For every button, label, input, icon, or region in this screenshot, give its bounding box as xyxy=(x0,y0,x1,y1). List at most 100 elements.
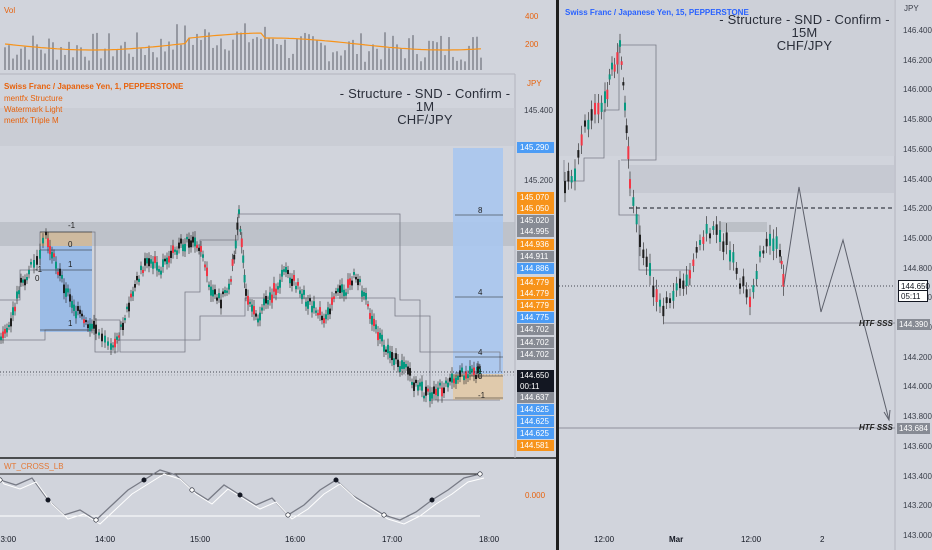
candle-body xyxy=(291,278,293,286)
candle-body xyxy=(114,338,116,348)
oscillator-dot xyxy=(237,492,243,498)
price-tag: 145.290 xyxy=(517,142,554,153)
right-chart-canvas[interactable] xyxy=(559,0,932,550)
panel-divider[interactable] xyxy=(556,0,559,550)
candle-body xyxy=(283,269,285,272)
candle-body xyxy=(234,240,237,249)
volume-bar xyxy=(264,26,266,71)
chart-panel-15m[interactable]: Swiss Franc / Japanese Yen, 15, PEPPERST… xyxy=(559,0,932,550)
candle-body xyxy=(107,341,109,346)
candle-body xyxy=(313,301,315,309)
htf-price-tag: 143.684 xyxy=(897,423,930,434)
volume-bar xyxy=(348,41,350,70)
volume-bar xyxy=(392,35,394,70)
volume-bar xyxy=(24,46,26,70)
watermark-line-1: - Structure - SND - Confirm - xyxy=(719,12,890,27)
oscillator-label[interactable]: WT_CROSS_LB xyxy=(4,462,64,471)
candle-body xyxy=(325,314,327,320)
indicator-triple-m[interactable]: mentfx Triple M xyxy=(4,116,59,125)
volume-bar xyxy=(168,41,170,70)
candle-body xyxy=(42,237,44,244)
indicator-watermark[interactable]: Watermark Light xyxy=(4,105,63,114)
chart-panel-1m[interactable]: -1 0 1 -1 0 1 4 8 4 1 0 -1 Vol 400 200 Swiss Franc … xyxy=(0,0,556,550)
volume-bar xyxy=(316,39,318,70)
candle-body xyxy=(655,289,658,303)
volume-bar xyxy=(360,33,362,70)
candle-body xyxy=(245,288,247,296)
candle-body xyxy=(69,294,71,302)
symbol-title[interactable]: Swiss Franc / Japanese Yen, 1, PEPPERSTO… xyxy=(4,82,184,91)
volume-bar xyxy=(308,34,310,70)
candle-body xyxy=(407,366,409,375)
candle-body xyxy=(399,366,401,372)
volume-axis-label: 200 xyxy=(525,40,539,49)
candle-body xyxy=(138,278,140,282)
symbol-title[interactable]: Swiss Franc / Japanese Yen, 15, PEPPERST… xyxy=(565,8,749,17)
htf-price-tag: 144.390 xyxy=(897,319,930,330)
price-tag: 144.637 xyxy=(517,392,554,403)
supply-zone xyxy=(559,0,895,156)
candle-body xyxy=(47,238,49,248)
candle-body xyxy=(208,284,210,288)
candle-body xyxy=(134,284,136,288)
candle-body xyxy=(361,290,363,297)
candle-body xyxy=(709,233,711,239)
price-tag: 144.995 xyxy=(517,226,554,237)
volume-bar xyxy=(76,45,78,70)
volume-bar xyxy=(272,38,274,70)
watermark-line-2: 1M xyxy=(415,99,435,114)
oscillator-dot xyxy=(0,477,3,483)
candle-body xyxy=(732,252,735,263)
candle-body xyxy=(742,276,745,286)
candle-body xyxy=(682,280,685,289)
candle-body xyxy=(116,336,118,340)
fib-label: 1 xyxy=(478,365,483,374)
volume-bar xyxy=(432,41,434,70)
candle-body xyxy=(307,300,309,309)
candle-body xyxy=(473,367,475,376)
candle-body xyxy=(679,278,681,289)
volume-bar xyxy=(160,38,162,70)
candle-body xyxy=(190,240,192,248)
volume-bar xyxy=(36,44,38,70)
candle-body xyxy=(594,102,596,115)
candle-body xyxy=(335,291,337,294)
candle-body xyxy=(251,304,253,312)
candle-body xyxy=(775,236,778,249)
candle-body xyxy=(279,279,281,288)
volume-bar xyxy=(288,58,290,70)
volume-bar xyxy=(200,39,202,70)
candle-body xyxy=(722,241,725,252)
candle-body xyxy=(604,91,606,104)
candle-body xyxy=(150,259,152,264)
candle-body xyxy=(303,289,305,295)
candle-body xyxy=(263,298,265,306)
candle-body xyxy=(479,368,481,374)
volume-bar xyxy=(16,54,18,70)
volume-bar xyxy=(60,47,62,70)
candle-body xyxy=(118,335,120,338)
target-zone xyxy=(453,148,503,376)
candle-body xyxy=(632,197,635,206)
volume-bar xyxy=(356,53,358,70)
volume-bar xyxy=(184,25,186,70)
candle-body xyxy=(349,278,351,285)
candle-body xyxy=(475,374,477,379)
volume-bar xyxy=(64,54,66,70)
volume-bar xyxy=(180,44,182,70)
indicator-structure[interactable]: mentfx Structure xyxy=(4,94,63,103)
price-axis-label: 143.000 xyxy=(903,530,932,540)
candle-body xyxy=(608,74,611,80)
candle-body xyxy=(411,381,413,385)
candle-body xyxy=(600,102,603,112)
supply-zone xyxy=(0,108,515,146)
candle-body xyxy=(415,379,417,384)
candle-body xyxy=(57,271,59,275)
candle-body xyxy=(752,285,755,293)
volume-bar xyxy=(88,60,90,70)
candle-body xyxy=(4,328,6,334)
candle-body xyxy=(142,269,144,273)
volume-bar xyxy=(4,47,6,70)
volume-bar xyxy=(312,36,314,70)
